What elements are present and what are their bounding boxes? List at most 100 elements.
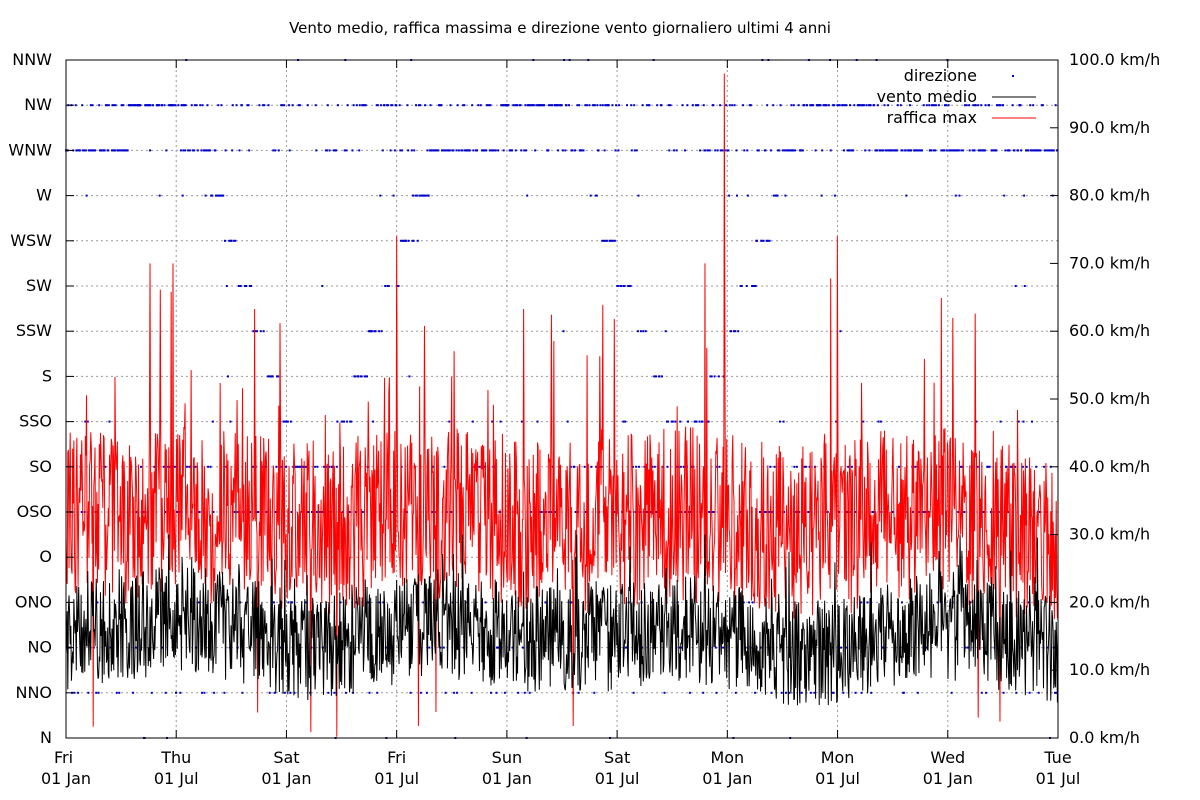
direzione-point xyxy=(493,149,495,152)
direzione-point xyxy=(594,194,597,197)
direzione-point xyxy=(457,149,460,152)
direzione-point xyxy=(558,465,561,468)
direzione-point xyxy=(1007,511,1010,513)
direzione-point xyxy=(472,149,475,152)
y-right-tick-label: 90.0 km/h xyxy=(1069,118,1150,137)
series-raffica-max xyxy=(65,73,1059,737)
direzione-point xyxy=(586,104,589,107)
direzione-point xyxy=(661,375,663,378)
direzione-point xyxy=(561,149,564,152)
direzione-point xyxy=(337,104,339,107)
direzione-point xyxy=(603,239,605,242)
direzione-point xyxy=(433,149,436,152)
direzione-point xyxy=(225,285,228,287)
direzione-point xyxy=(366,375,368,378)
direzione-point xyxy=(471,420,474,423)
direzione-point xyxy=(449,104,452,107)
direzione-point xyxy=(564,149,567,152)
direzione-point xyxy=(153,465,156,468)
direzione-point xyxy=(229,420,232,423)
direzione-point xyxy=(277,149,280,152)
direzione-point xyxy=(418,104,420,107)
direzione-point xyxy=(223,691,226,694)
direzione-point xyxy=(835,420,838,423)
direzione-point xyxy=(633,149,636,152)
direzione-point xyxy=(448,149,451,152)
direzione-point xyxy=(110,149,113,152)
direzione-point xyxy=(872,511,874,513)
direzione-point xyxy=(139,104,142,107)
direzione-point xyxy=(517,691,520,694)
direzione-point xyxy=(954,149,957,152)
direzione-point xyxy=(343,420,346,423)
direzione-point xyxy=(841,104,844,107)
direzione-point xyxy=(653,375,656,378)
direzione-point xyxy=(571,601,573,604)
direzione-point xyxy=(191,149,194,152)
direzione-point xyxy=(502,149,505,152)
direzione-point xyxy=(999,104,1001,107)
direzione-point xyxy=(569,465,572,468)
direzione-point xyxy=(712,104,715,107)
direzione-point xyxy=(806,104,809,107)
direzione-point xyxy=(941,149,944,152)
direzione-point xyxy=(477,104,480,107)
direzione-point xyxy=(1027,149,1030,152)
direzione-point xyxy=(784,194,787,197)
direzione-point xyxy=(429,104,432,107)
direzione-point xyxy=(247,104,250,107)
direzione-point xyxy=(632,691,635,694)
direzione-point xyxy=(280,465,283,468)
direzione-point xyxy=(376,691,379,694)
direzione-point xyxy=(314,104,317,107)
direzione-point xyxy=(184,104,187,107)
direzione-point xyxy=(332,149,335,152)
direzione-point xyxy=(117,149,120,152)
direzione-point xyxy=(991,149,994,152)
direzione-point xyxy=(803,465,806,468)
direzione-point xyxy=(187,149,190,152)
direzione-point xyxy=(905,194,908,197)
direzione-point xyxy=(1013,149,1016,152)
direzione-point xyxy=(104,465,107,468)
y-right-tick-label: 50.0 km/h xyxy=(1069,389,1150,408)
direzione-point xyxy=(1021,465,1024,468)
direzione-point xyxy=(727,149,730,152)
direzione-point xyxy=(526,194,529,197)
direzione-point xyxy=(1046,646,1049,649)
direzione-point xyxy=(284,420,287,423)
direzione-point xyxy=(335,149,338,152)
direzione-point xyxy=(529,511,532,513)
direzione-point xyxy=(719,104,722,107)
direzione-point xyxy=(407,239,410,242)
direzione-point xyxy=(495,691,498,694)
direzione-point xyxy=(306,104,309,107)
direzione-point xyxy=(623,285,626,287)
direzione-point xyxy=(266,375,269,378)
direzione-point xyxy=(1022,420,1025,423)
direzione-point xyxy=(1037,691,1040,694)
direzione-point xyxy=(405,239,408,242)
direzione-point xyxy=(745,285,748,287)
direzione-point xyxy=(386,104,388,107)
direzione-point xyxy=(361,511,364,513)
direzione-point xyxy=(421,194,424,197)
direzione-point xyxy=(984,104,987,107)
direzione-point xyxy=(363,375,366,378)
direzione-point xyxy=(488,149,491,152)
direzione-point xyxy=(648,104,651,107)
direzione-point xyxy=(803,104,806,107)
direzione-point xyxy=(836,104,839,107)
direzione-point xyxy=(925,104,928,107)
direzione-point xyxy=(684,149,686,152)
direzione-point xyxy=(667,104,670,107)
direzione-point xyxy=(793,465,796,468)
direzione-point xyxy=(509,149,512,152)
direzione-point xyxy=(283,104,286,107)
direzione-point xyxy=(427,194,430,197)
direzione-point xyxy=(456,104,459,107)
direzione-point xyxy=(710,375,713,378)
direzione-point xyxy=(746,149,749,152)
direzione-point xyxy=(442,646,445,649)
direzione-point xyxy=(983,149,986,152)
